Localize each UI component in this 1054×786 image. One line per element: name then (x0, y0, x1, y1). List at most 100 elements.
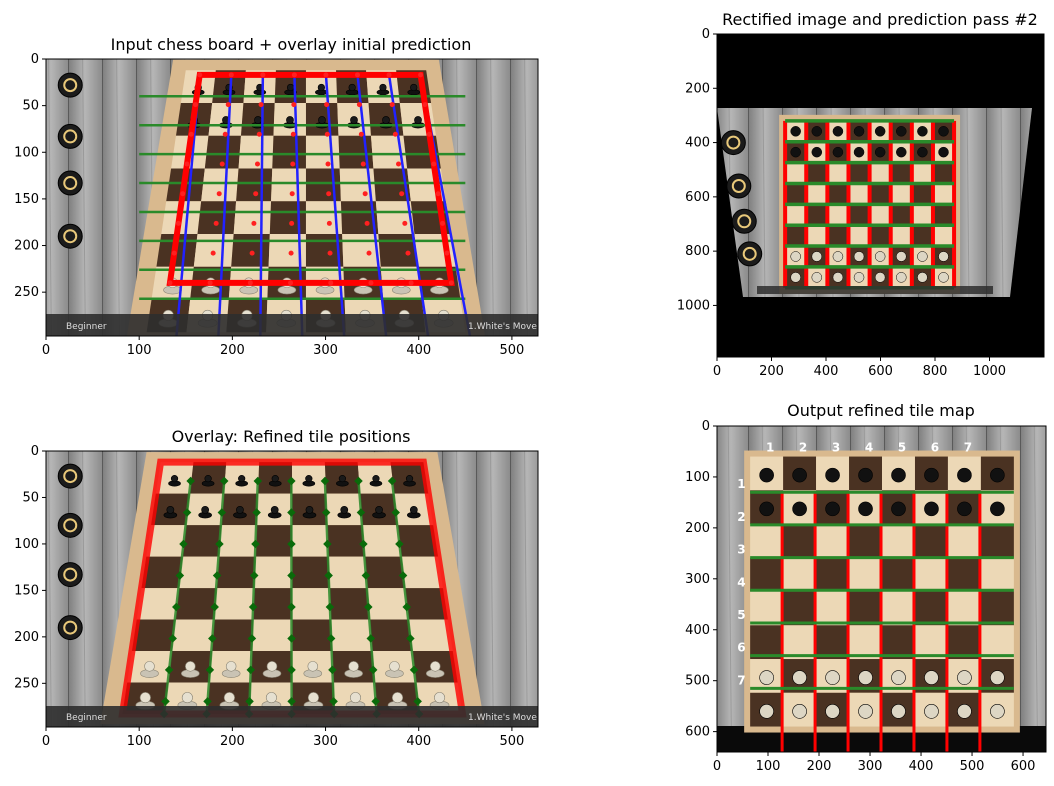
x-tick-label: 0 (713, 364, 721, 379)
app-button-glyph (63, 469, 78, 484)
screen-caption-left: Beginner (66, 322, 107, 332)
board-square (882, 591, 915, 626)
board-square (783, 524, 817, 558)
chess-piece (957, 704, 972, 719)
y-tick-label: 150 (14, 192, 39, 207)
tile-point (413, 697, 422, 706)
chess-piece (792, 704, 807, 719)
corner-point (291, 72, 297, 78)
column-label: 4 (865, 440, 873, 454)
x-tick-label: 100 (127, 734, 152, 749)
tile-point (371, 697, 380, 706)
chess-piece-head (170, 475, 179, 483)
chess-piece (832, 126, 844, 137)
x-tick-label: 200 (220, 734, 245, 749)
board-square (783, 625, 817, 660)
y-tick-label: 400 (685, 136, 710, 151)
tile-point (354, 476, 363, 486)
chess-piece-head (409, 506, 418, 514)
chess-piece (832, 146, 844, 158)
corner-point (405, 250, 411, 256)
row-label: 6 (737, 641, 745, 655)
corner-point (386, 72, 392, 78)
chess-piece-head (139, 692, 151, 704)
y-tick-label: 0 (31, 444, 39, 459)
app-button-glyph (63, 567, 78, 582)
board-square (146, 525, 187, 557)
chess-piece-head (266, 661, 278, 672)
board-square (172, 619, 215, 652)
chess-piece-head (348, 83, 356, 92)
board-square (327, 525, 366, 557)
board-square (890, 225, 912, 247)
board-square (136, 588, 180, 620)
chess-piece (853, 251, 865, 262)
tile-point (398, 571, 408, 580)
row-label: 2 (737, 510, 745, 524)
board-square (305, 233, 344, 267)
corner-point (325, 161, 331, 167)
board-square (932, 204, 955, 226)
board-square (827, 162, 849, 184)
board-square (231, 233, 270, 267)
corner-point (323, 72, 329, 78)
board-square (214, 588, 255, 620)
board-square (806, 225, 828, 247)
x-tick-label: 400 (814, 364, 839, 379)
chess-piece-head (236, 506, 244, 514)
x-tick-label: 600 (1011, 759, 1036, 774)
corner-point (354, 72, 360, 78)
board-square (750, 557, 784, 592)
chess-piece (917, 272, 928, 283)
x-tick-label: 1000 (973, 364, 1006, 379)
tile-point (287, 602, 296, 612)
board-square (292, 525, 329, 557)
board-square (238, 135, 274, 169)
x-tick-label: 200 (220, 343, 245, 358)
corner-point (228, 72, 234, 78)
x-tick-label: 400 (909, 759, 934, 774)
panel-refined-overlay: Overlay: Refined tile positions Beginner… (14, 427, 539, 749)
board-square (882, 557, 915, 592)
corner-point (249, 250, 255, 256)
board-square (254, 556, 293, 589)
corner-point (210, 250, 216, 256)
corner-point (188, 131, 194, 137)
chess-piece (792, 467, 807, 483)
board-square (869, 204, 891, 226)
board-square (182, 525, 222, 557)
app-button-icon (731, 208, 757, 234)
corner-point (254, 161, 260, 167)
y-tick-label: 600 (685, 725, 710, 740)
chess-piece (811, 272, 823, 283)
corner-point (225, 102, 231, 108)
board-square (750, 591, 784, 626)
row-label: 3 (737, 543, 745, 557)
chess-piece-head (307, 661, 319, 672)
board-square (305, 201, 343, 234)
chess-piece (874, 272, 886, 283)
corner-point (256, 131, 262, 137)
board-square (849, 625, 883, 660)
board-square (362, 525, 402, 557)
board-square (272, 135, 306, 169)
chess-piece (924, 704, 939, 719)
chess-piece-head (201, 506, 210, 514)
board-square (370, 619, 413, 652)
corner-point (358, 131, 364, 137)
chess-piece (832, 272, 844, 283)
corner-point (324, 131, 330, 137)
board-image: Beginner 1.White's Move (46, 59, 538, 336)
y-tick-label: 500 (685, 674, 710, 689)
corner-point (288, 250, 294, 256)
chess-piece-head (348, 661, 359, 672)
corner-point (422, 102, 428, 108)
board-square (980, 524, 1014, 558)
board-square (197, 201, 237, 234)
y-tick-label: 100 (685, 470, 710, 485)
chess-piece (917, 251, 928, 262)
panel-title: Overlay: Refined tile positions (172, 427, 411, 446)
app-button-glyph (63, 78, 78, 93)
corner-point (326, 220, 332, 226)
y-tick-label: 1000 (677, 298, 710, 313)
